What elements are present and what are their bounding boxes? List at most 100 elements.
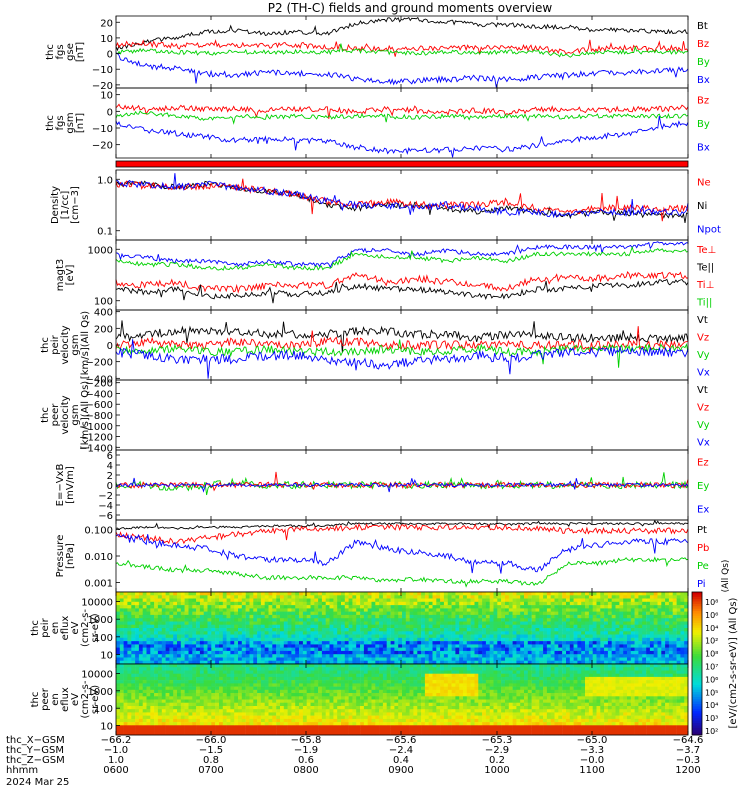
heatmap-cell <box>302 686 307 691</box>
heatmap-cell <box>215 592 220 596</box>
heatmap-cell <box>299 595 304 599</box>
heatmap-cell <box>310 621 315 626</box>
heatmap-cell <box>238 718 243 723</box>
heatmap-cell <box>592 611 597 616</box>
heatmap-cell <box>360 598 365 603</box>
heatmap-cell <box>344 689 349 694</box>
heatmap-cell <box>302 699 307 703</box>
heatmap-cell <box>573 598 578 603</box>
heatmap-cell <box>634 614 639 619</box>
heatmap-cell <box>489 644 494 648</box>
legend-bx: Bx <box>697 75 710 86</box>
heatmap-cell <box>436 598 441 603</box>
heatmap-cell <box>497 654 502 658</box>
heatmap-cell <box>516 628 521 632</box>
heatmap-cell <box>131 686 136 691</box>
heatmap-cell <box>280 644 285 648</box>
heatmap-cell <box>390 628 395 632</box>
heatmap-cell <box>219 686 224 691</box>
heatmap-cell <box>215 702 220 707</box>
heatmap-cell <box>302 731 307 736</box>
heatmap-cell <box>470 650 475 655</box>
heatmap-cell <box>413 605 418 609</box>
heatmap-cell <box>443 644 448 648</box>
heatmap-cell <box>116 696 121 700</box>
heatmap-cell <box>360 644 365 648</box>
heatmap-cell <box>169 624 174 629</box>
heatmap-cell <box>398 614 403 619</box>
heatmap-cell <box>203 725 208 729</box>
heatmap-cell <box>310 650 315 655</box>
heatmap-cell <box>150 631 155 635</box>
heatmap-cell <box>653 654 658 658</box>
heatmap-cell <box>451 644 456 648</box>
heatmap-cell <box>348 712 353 716</box>
heatmap-cell <box>245 621 250 626</box>
heatmap-cell <box>573 618 578 622</box>
heatmap-cell <box>280 601 285 606</box>
heatmap-cell <box>566 601 571 606</box>
heatmap-cell <box>280 595 285 599</box>
heatmap-cell <box>443 631 448 635</box>
heatmap-cell <box>638 601 643 606</box>
heatmap-cell <box>512 631 517 635</box>
heatmap-cell <box>592 621 597 626</box>
heatmap-cell <box>283 728 288 732</box>
heatmap-cell <box>661 624 666 629</box>
heatmap-cell <box>341 673 346 678</box>
heatmap-cell <box>177 667 182 671</box>
heatmap-cell <box>352 618 357 622</box>
heatmap-cell <box>600 608 605 612</box>
heatmap-cell <box>348 631 353 635</box>
heatmap-cell <box>241 696 246 700</box>
heatmap-cell <box>493 624 498 629</box>
heatmap-cell <box>154 722 159 726</box>
heatmap-cell <box>142 673 147 678</box>
heatmap-cell <box>607 598 612 603</box>
heatmap-cell <box>161 647 166 652</box>
heatmap-cell <box>318 654 323 658</box>
heatmap-cell <box>241 725 246 729</box>
heatmap-cell <box>386 650 391 655</box>
series-line-blue <box>115 533 689 574</box>
panel-frame <box>115 379 689 451</box>
heatmap-cell <box>443 628 448 632</box>
heatmap-cell <box>272 641 277 645</box>
heatmap-cell <box>260 712 265 716</box>
heatmap-cell <box>615 631 620 635</box>
heatmap-cell <box>646 605 651 609</box>
heatmap-cell <box>451 650 456 655</box>
heatmap-cell <box>184 618 189 622</box>
heatmap-cell <box>623 598 628 603</box>
heatmap-cell <box>470 605 475 609</box>
y-axis-label: peer <box>50 403 61 427</box>
heatmap-cell <box>558 657 563 662</box>
heatmap-cell <box>276 689 281 694</box>
heatmap-cell <box>611 631 616 635</box>
legend-pi: Pi <box>697 579 706 590</box>
heatmap-cell <box>642 637 647 642</box>
heatmap-cell <box>196 673 201 678</box>
heatmap-cell <box>207 689 212 694</box>
heatmap-cell <box>642 598 647 603</box>
heatmap-cell <box>314 621 319 626</box>
heatmap-cell <box>253 693 258 697</box>
heatmap-cell <box>516 595 521 599</box>
heatmap-cell <box>352 624 357 629</box>
heatmap-cell <box>222 624 227 629</box>
heatmap-cell <box>341 657 346 662</box>
heatmap-cell <box>375 654 380 658</box>
heatmap-cell <box>219 592 224 596</box>
heatmap-cell <box>661 647 666 652</box>
heatmap-cell <box>222 731 227 736</box>
series-line-red <box>115 39 689 57</box>
heatmap-cell <box>436 595 441 599</box>
heatmap-cell <box>253 702 258 707</box>
heatmap-cell <box>264 689 269 694</box>
heatmap-cell <box>360 660 365 665</box>
heatmap-cell <box>409 657 414 662</box>
heatmap-cell <box>527 624 532 629</box>
heatmap-cell <box>619 611 624 616</box>
heatmap-cell <box>238 676 243 681</box>
heatmap-cell <box>615 641 620 645</box>
